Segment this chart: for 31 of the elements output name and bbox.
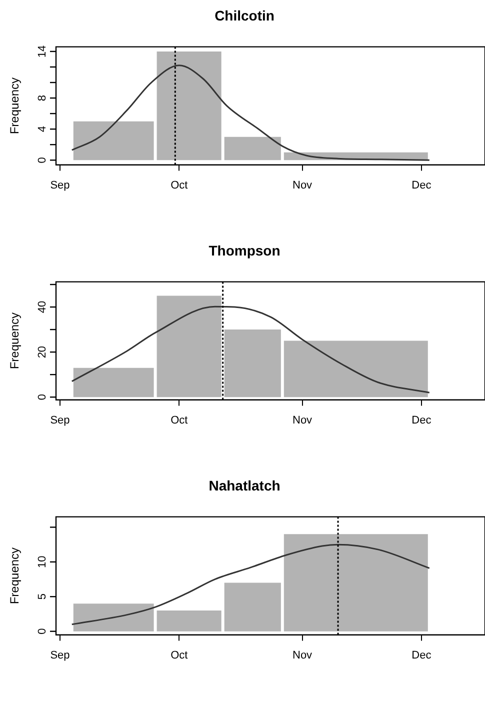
y-axis-title: Frequency xyxy=(8,547,22,604)
x-tick-label: Nov xyxy=(292,414,313,426)
y-axis-title: Frequency xyxy=(8,312,22,370)
line-series xyxy=(71,64,430,161)
y-tick-label: 40 xyxy=(36,300,49,314)
x-tick-label: Sep xyxy=(50,414,70,426)
y-tick-label: 0 xyxy=(36,394,49,400)
x-tick-label: Nov xyxy=(292,649,313,662)
x-tick-label: Dec xyxy=(412,414,432,426)
y-tick-label: 14 xyxy=(36,45,49,58)
x-tick-label: Sep xyxy=(50,179,70,192)
y-tick-label: 10 xyxy=(36,556,49,568)
y-tick-label: 8 xyxy=(36,94,49,102)
chart-title: Nahatlatch xyxy=(208,477,280,494)
y-tick-label: 0 xyxy=(36,628,49,634)
x-tick-label: Oct xyxy=(170,414,188,426)
y-tick-label: 0 xyxy=(36,157,49,164)
x-tick-label: Oct xyxy=(170,179,188,192)
chart-title: Thompson xyxy=(208,242,280,258)
y-axis-title: Frequency xyxy=(8,77,22,134)
y-tick-label: 20 xyxy=(36,346,49,358)
x-tick-label: Nov xyxy=(292,179,313,192)
line-series xyxy=(71,544,430,626)
x-tick-label: Dec xyxy=(412,649,432,662)
line-series xyxy=(71,306,430,394)
x-tick-label: Sep xyxy=(50,649,70,662)
x-tick-label: Oct xyxy=(170,649,188,662)
x-tick-label: Dec xyxy=(412,179,432,192)
y-tick-label: 5 xyxy=(36,594,49,600)
chart-title: Chilcotin xyxy=(214,7,274,24)
y-tick-label: 4 xyxy=(36,126,49,132)
